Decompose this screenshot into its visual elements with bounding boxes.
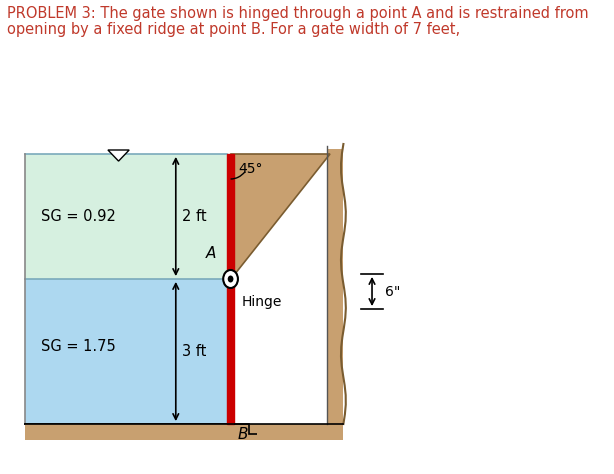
Bar: [327, 149, 343, 424]
Polygon shape: [231, 154, 330, 279]
Text: SG = 1.75: SG = 1.75: [41, 339, 115, 354]
Text: B: B: [238, 427, 249, 442]
Text: Hinge: Hinge: [242, 295, 282, 309]
Text: 45°: 45°: [239, 162, 263, 176]
Text: 2 ft: 2 ft: [182, 209, 207, 224]
Text: SG = 0.92: SG = 0.92: [41, 209, 116, 224]
Polygon shape: [108, 150, 129, 161]
Text: A: A: [206, 246, 216, 261]
Polygon shape: [25, 279, 227, 424]
Bar: [25, 424, 343, 440]
Circle shape: [228, 275, 233, 283]
Bar: [227, 154, 234, 424]
Text: opening by a fixed ridge at point B. For a gate width of 7 feet,: opening by a fixed ridge at point B. For…: [7, 22, 460, 37]
Polygon shape: [25, 154, 227, 279]
Text: PROBLEM 3: The gate shown is hinged through a point A and is restrained from: PROBLEM 3: The gate shown is hinged thro…: [7, 6, 588, 21]
Text: 6": 6": [385, 284, 400, 299]
Text: 3 ft: 3 ft: [182, 344, 207, 359]
Circle shape: [223, 270, 238, 288]
